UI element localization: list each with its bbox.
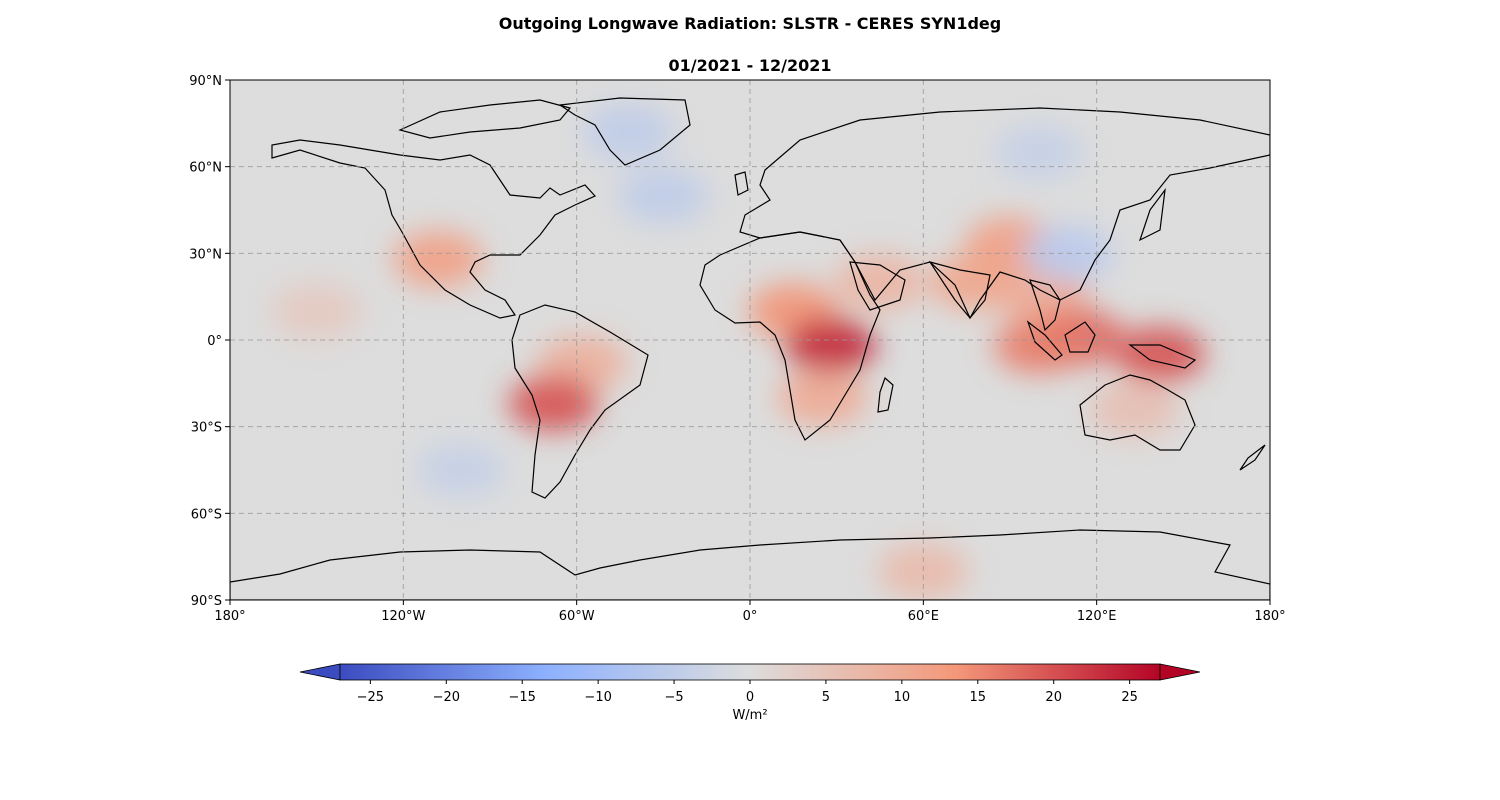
colorbar-tick-label-1: −20 (433, 690, 460, 705)
colorbar-tick-label-9: 20 (1045, 690, 1062, 705)
coastline-arabia (849, 261, 906, 311)
colorbar: −25 −20 −15 −10 −5 0 5 10 15 20 25 (299, 663, 1201, 705)
colorbar-tick-label-4: −5 (664, 690, 683, 705)
y-tick-label-0: 90°N (189, 74, 222, 89)
coastline-canadian-archipelago (398, 99, 572, 139)
coastline-south-america (511, 304, 649, 499)
anomaly-region-5 (393, 231, 483, 288)
colorbar-gradient (339, 663, 1161, 681)
colorbar-tick-label-3: −10 (584, 690, 611, 705)
anomaly-region-20 (416, 442, 507, 498)
anomaly-region-4 (508, 375, 599, 432)
colorbar-extend-low (299, 663, 341, 681)
coastline-new-guinea (1128, 344, 1197, 369)
coastline-new-zealand (1239, 444, 1266, 471)
anomaly-region-18 (993, 124, 1084, 181)
anomaly-region-16 (583, 104, 674, 160)
colorbar-ticks: −25 −20 −15 −10 −5 0 5 10 15 20 25 (357, 680, 1138, 705)
coastline-sumatra (1026, 320, 1063, 361)
colorbar-extend-high (1159, 663, 1201, 681)
colorbar-tick-label-6: 5 (822, 690, 830, 705)
anomaly-region-12 (1115, 326, 1206, 383)
y-axis-ticks: 90°N 60°N 30°N 0° 30°S 60°S 90°S (189, 74, 230, 609)
colorbar-tick-label-7: 10 (894, 690, 911, 705)
anomaly-region-2 (777, 369, 868, 426)
x-tick-label-1: 120°W (381, 609, 425, 624)
x-tick-label-4: 60°E (908, 609, 939, 624)
y-tick-label-2: 30°N (189, 247, 222, 262)
colorbar-tick-label-5: 0 (746, 690, 754, 705)
y-tick-label-5: 60°S (191, 507, 222, 522)
coastline-british-isles (734, 171, 749, 196)
coastline-indochina (1029, 279, 1061, 332)
anomaly-region-13 (1089, 381, 1180, 438)
coastline-eurasia (739, 107, 1270, 320)
gridlines (230, 80, 1270, 600)
figure-title: Outgoing Longwave Radiation: SLSTR - CER… (498, 14, 1002, 33)
x-tick-label-3: 0° (743, 609, 758, 624)
coastline-greenland (558, 97, 691, 166)
coastline-north-america (271, 139, 596, 319)
coastline-madagascar (877, 376, 894, 413)
anomaly-region-14 (878, 543, 969, 600)
coastline-australia (1079, 374, 1196, 451)
colorbar-label: W/m² (732, 708, 768, 723)
anomaly-region-17 (618, 167, 709, 224)
y-tick-label-4: 30°S (191, 421, 222, 436)
y-tick-label-3: 0° (207, 334, 222, 349)
map-area (230, 80, 1270, 600)
colorbar-tick-label-0: −25 (357, 690, 384, 705)
coastline-india (928, 261, 991, 319)
figure-subtitle: 01/2021 - 12/2021 (668, 56, 832, 75)
coastline-japan (1138, 187, 1166, 242)
colorbar-tick-label-10: 25 (1121, 690, 1138, 705)
x-axis-ticks: 180° 120°W 60°W 0° 60°E 120°E 180° (214, 600, 1286, 624)
x-tick-label-6: 180° (1254, 609, 1285, 624)
colorbar-tick-label-2: −15 (509, 690, 536, 705)
anomaly-region-6 (835, 254, 925, 311)
colorbar-tick-label-8: 15 (970, 690, 987, 705)
y-tick-label-1: 60°N (189, 161, 222, 176)
x-tick-label-2: 60°W (559, 609, 595, 624)
x-tick-label-0: 180° (214, 609, 245, 624)
coastlines (230, 97, 1270, 600)
x-tick-label-5: 120°E (1077, 609, 1117, 624)
coastline-borneo (1064, 321, 1096, 353)
y-tick-label-6: 90°S (191, 594, 222, 609)
anomaly-region-1 (785, 317, 876, 374)
anomaly-region-15 (271, 283, 362, 340)
coastline-antarctica (230, 529, 1270, 600)
